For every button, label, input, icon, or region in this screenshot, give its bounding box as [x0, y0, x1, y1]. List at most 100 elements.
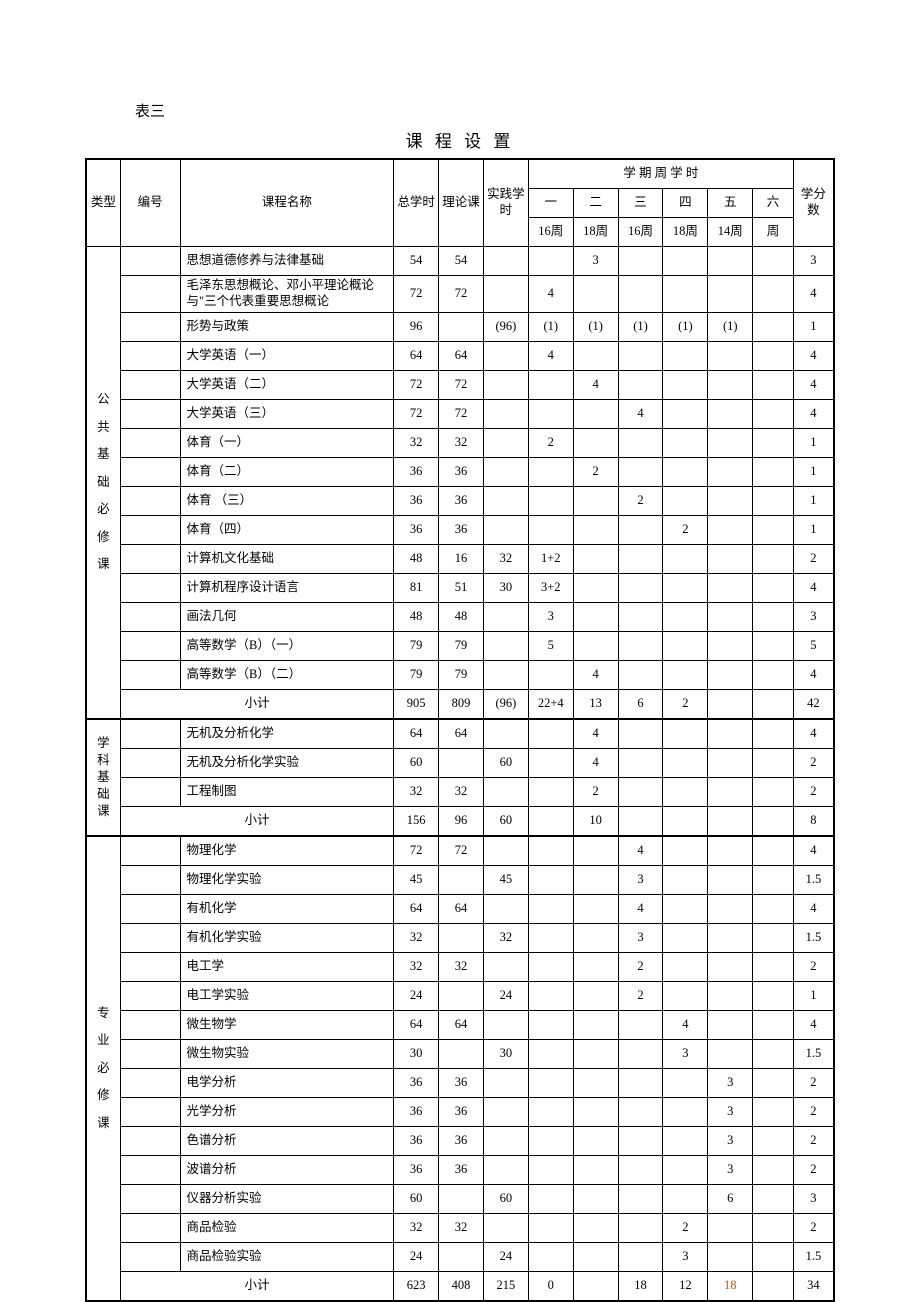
theory-hours: 16: [439, 545, 484, 574]
sem2: [573, 603, 618, 632]
sem5: [708, 1040, 753, 1069]
subtotal-total: 905: [394, 690, 439, 720]
sem4: [663, 545, 708, 574]
total-hours: 36: [394, 516, 439, 545]
sem2: [573, 953, 618, 982]
course-name: 色谱分析: [180, 1127, 394, 1156]
sem4: (1): [663, 313, 708, 342]
subtotal-sem2: 13: [573, 690, 618, 720]
credit: 1.5: [793, 866, 834, 895]
sem1: [528, 924, 573, 953]
sem4: [663, 836, 708, 866]
subtotal-credit: 34: [793, 1272, 834, 1302]
course-name: 思想道德修养与法律基础: [180, 247, 394, 276]
sem5: [708, 603, 753, 632]
col-sem-1: 一: [528, 189, 573, 218]
sem3: [618, 1156, 663, 1185]
sem3: [618, 429, 663, 458]
sem1: [528, 1243, 573, 1272]
sem2: [573, 487, 618, 516]
total-hours: 24: [394, 982, 439, 1011]
total-hours: 79: [394, 661, 439, 690]
practice-hours: 45: [483, 866, 528, 895]
total-hours: 45: [394, 866, 439, 895]
subtotal-sem4: 12: [663, 1272, 708, 1302]
sem4: [663, 487, 708, 516]
theory-hours: [439, 982, 484, 1011]
credit: 4: [793, 895, 834, 924]
col-week-4: 18周: [663, 218, 708, 247]
practice-hours: [483, 895, 528, 924]
total-hours: 72: [394, 836, 439, 866]
col-week-5: 14周: [708, 218, 753, 247]
course-name: 微生物实验: [180, 1040, 394, 1069]
total-hours: 72: [394, 371, 439, 400]
sem5: [708, 661, 753, 690]
theory-hours: [439, 1243, 484, 1272]
total-hours: 60: [394, 1185, 439, 1214]
credit: 2: [793, 1214, 834, 1243]
sem1: [528, 1069, 573, 1098]
practice-hours: 32: [483, 924, 528, 953]
sem2: 4: [573, 371, 618, 400]
sem2: [573, 342, 618, 371]
sem2: [573, 1214, 618, 1243]
total-hours: 32: [394, 778, 439, 807]
sem3: (1): [618, 313, 663, 342]
course-name: 画法几何: [180, 603, 394, 632]
sem6: [753, 247, 794, 276]
code-cell: [120, 1011, 180, 1040]
theory-hours: 64: [439, 719, 484, 749]
sem2: [573, 866, 618, 895]
sem1: 5: [528, 632, 573, 661]
code-cell: [120, 313, 180, 342]
curriculum-table: 类型编号课程名称总学时理论课实践学时学 期 周 学 时学分数一二三四五六16周1…: [85, 158, 835, 1302]
col-sem-4: 四: [663, 189, 708, 218]
sem1: 3: [528, 603, 573, 632]
sem1: [528, 953, 573, 982]
sem4: [663, 778, 708, 807]
total-hours: 60: [394, 749, 439, 778]
sem1: [528, 982, 573, 1011]
sem3: [618, 1243, 663, 1272]
code-cell: [120, 371, 180, 400]
sem6: [753, 1243, 794, 1272]
subtotal-label: 小计: [120, 690, 394, 720]
code-cell: [120, 342, 180, 371]
theory-hours: [439, 313, 484, 342]
theory-hours: 72: [439, 276, 484, 313]
course-name: 形势与政策: [180, 313, 394, 342]
practice-hours: [483, 1127, 528, 1156]
theory-hours: 32: [439, 953, 484, 982]
practice-hours: 24: [483, 982, 528, 1011]
sem6: [753, 276, 794, 313]
theory-hours: 64: [439, 342, 484, 371]
sem5: [708, 247, 753, 276]
total-hours: 24: [394, 1243, 439, 1272]
sem5: [708, 400, 753, 429]
course-name: 工程制图: [180, 778, 394, 807]
sem2: [573, 1127, 618, 1156]
sem3: 3: [618, 924, 663, 953]
credit: 2: [793, 749, 834, 778]
sem5: [708, 632, 753, 661]
course-name: 电学分析: [180, 1069, 394, 1098]
subtotal-sem6: [753, 1272, 794, 1302]
course-name: 有机化学: [180, 895, 394, 924]
course-name: 物理化学: [180, 836, 394, 866]
col-total: 总学时: [394, 159, 439, 247]
sem4: [663, 276, 708, 313]
practice-hours: [483, 400, 528, 429]
sem2: 4: [573, 661, 618, 690]
code-cell: [120, 429, 180, 458]
credit: 2: [793, 778, 834, 807]
course-name: 波谱分析: [180, 1156, 394, 1185]
sem4: [663, 1069, 708, 1098]
subtotal-sem2: 10: [573, 807, 618, 837]
theory-hours: 36: [439, 458, 484, 487]
sem6: [753, 371, 794, 400]
sem4: [663, 1098, 708, 1127]
sem4: [663, 458, 708, 487]
credit: 4: [793, 719, 834, 749]
practice-hours: [483, 429, 528, 458]
